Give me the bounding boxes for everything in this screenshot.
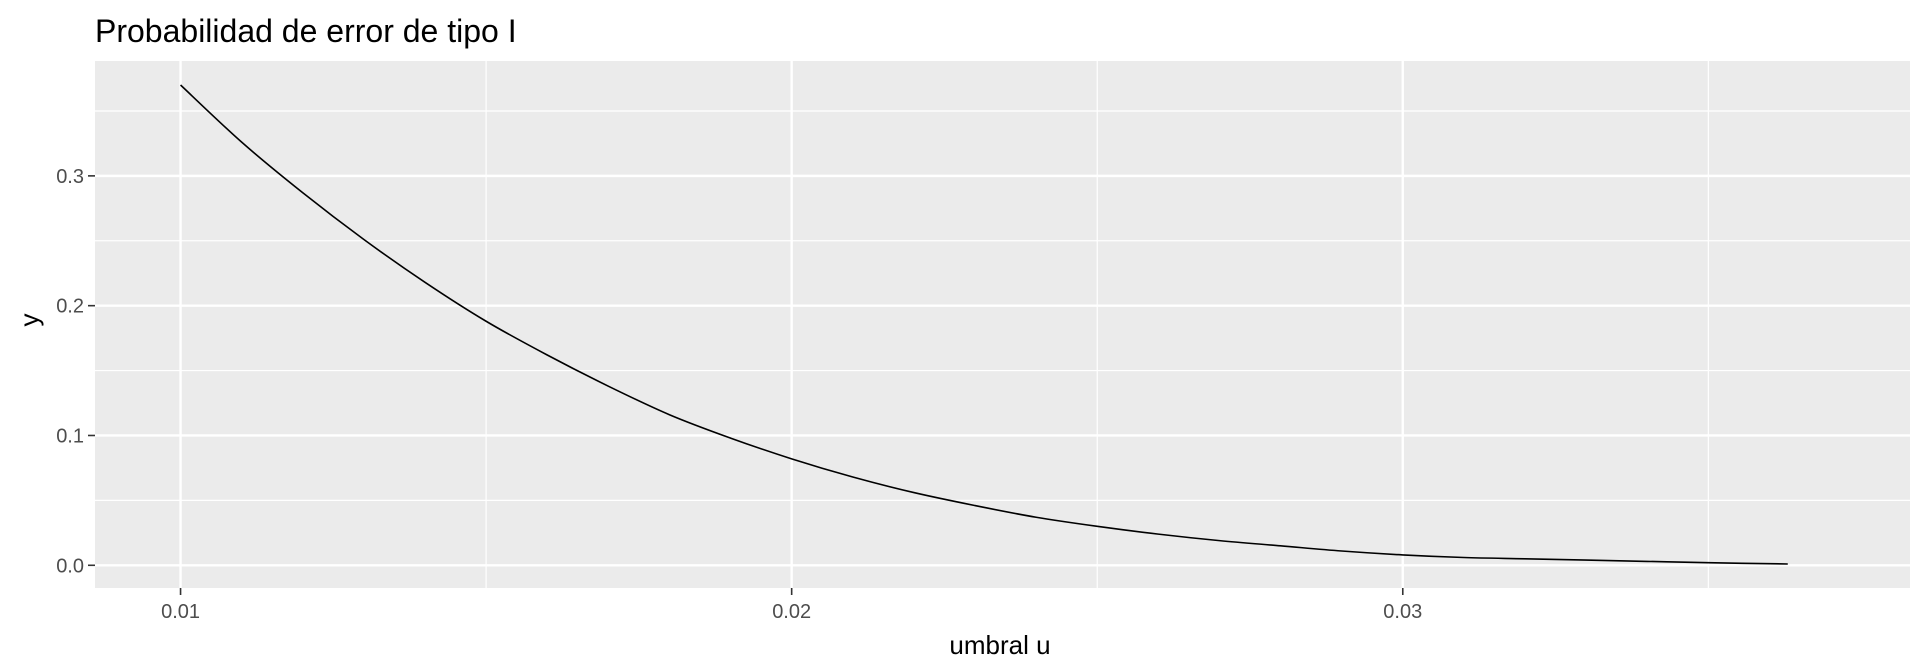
y-tick-label: 0.0	[56, 555, 84, 577]
x-axis-title: umbral u	[949, 630, 1050, 660]
y-axis-title: y	[14, 314, 44, 327]
series-layer	[180, 84, 1788, 565]
x-tick-label: 0.03	[1383, 601, 1422, 623]
chart-title: Probabilidad de error de tipo I	[95, 13, 517, 49]
y-axis: 0.0 0.1 0.2 0.3	[56, 166, 95, 577]
x-tick-label: 0.02	[772, 601, 811, 623]
y-tick-label: 0.3	[56, 166, 84, 188]
y-tick-label: 0.1	[56, 425, 84, 447]
series-line	[180, 84, 1788, 565]
x-axis: 0.01 0.02 0.03	[161, 588, 1422, 623]
minor-gridlines	[95, 61, 1910, 588]
y-tick-label: 0.2	[56, 296, 84, 318]
x-tick-label: 0.01	[161, 601, 200, 623]
plot-panel	[95, 61, 1910, 588]
major-gridlines	[95, 61, 1910, 588]
